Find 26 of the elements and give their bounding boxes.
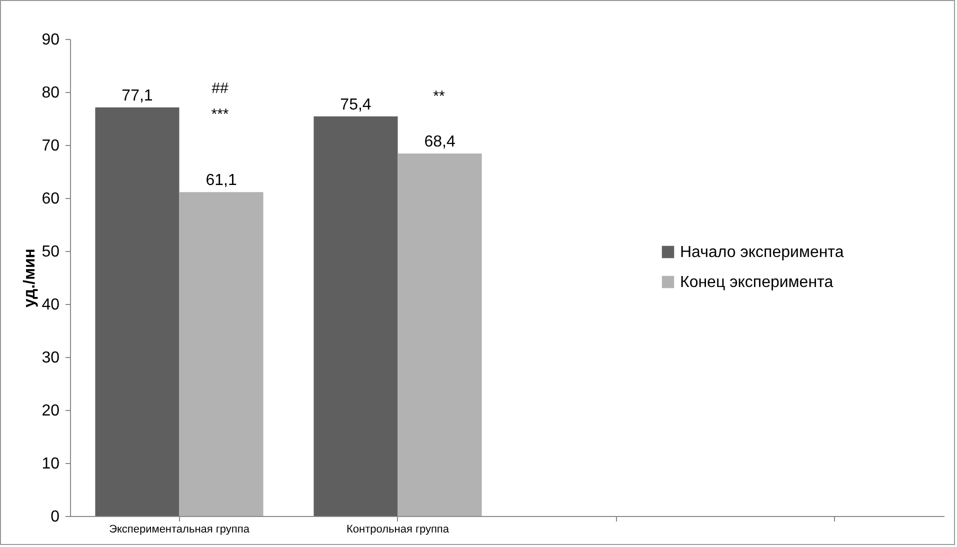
y-tick-label: 80 <box>42 84 60 102</box>
bar <box>95 107 180 516</box>
x-tick-label: Контрольная группа <box>346 524 450 536</box>
y-tick-label: 50 <box>42 244 60 260</box>
data-label: 75,4 <box>340 96 372 114</box>
bar <box>398 153 482 516</box>
y-tick-label: 30 <box>42 350 60 366</box>
annotation: ** <box>433 88 445 105</box>
y-tick-label: 10 <box>42 456 60 472</box>
bar <box>179 192 264 516</box>
y-tick-label: 70 <box>42 138 60 154</box>
legend-label: Конец эксперимента <box>680 274 834 291</box>
legend-label: Начало эксперимента <box>680 244 844 261</box>
x-tick-label: Экспериментальная группа <box>109 524 250 536</box>
data-label: 77,1 <box>122 87 153 104</box>
y-axis-title: уд./мин <box>22 248 39 308</box>
bar <box>314 116 398 516</box>
data-label: 61,1 <box>206 172 237 190</box>
y-tick-label: 0 <box>50 508 60 526</box>
annotation: ## <box>212 80 229 97</box>
y-tick-label: 90 <box>42 32 60 48</box>
y-tick-label: 20 <box>42 402 60 420</box>
annotation: *** <box>211 106 229 123</box>
data-label: 68,4 <box>424 133 456 150</box>
y-tick-label: 40 <box>42 296 60 314</box>
y-tick-label: 60 <box>42 190 60 208</box>
